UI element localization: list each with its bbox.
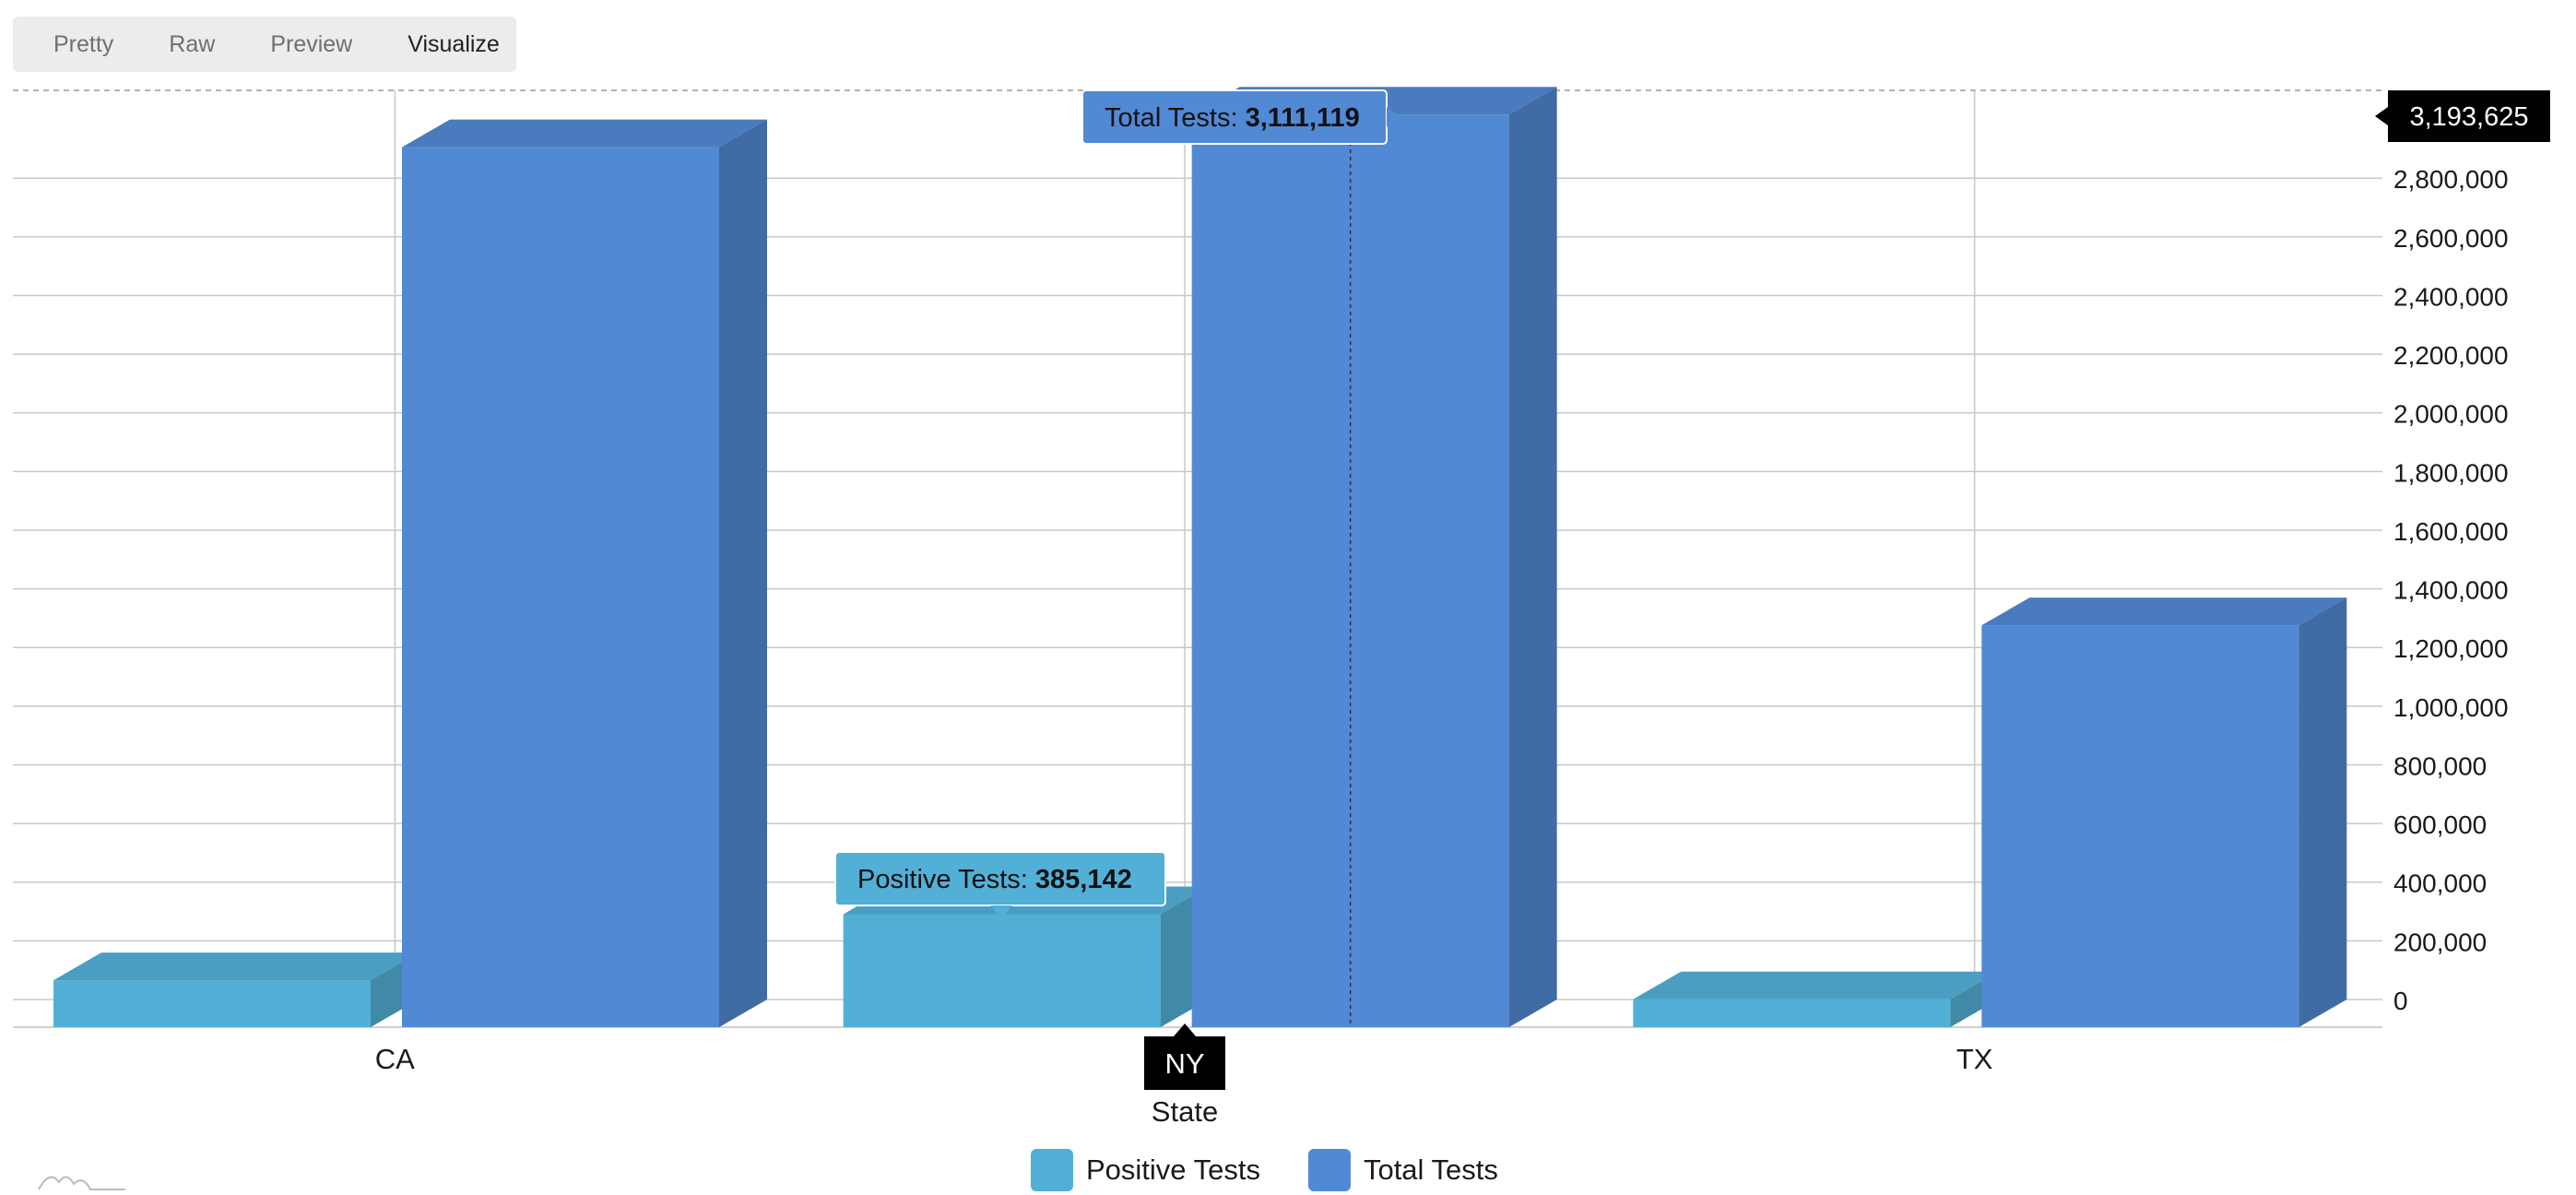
bar-top-TX-total — [1981, 598, 2347, 626]
legend-item-total[interactable]: Total Tests — [1307, 1149, 1498, 1191]
bar-TX-positive — [1633, 999, 1951, 1027]
bar-CA-total — [402, 147, 719, 1028]
y-tick-label-3: 600,000 — [2393, 810, 2487, 839]
tooltip-positive-text: Positive Tests: 385,142 — [857, 865, 1132, 894]
y-tick-label-1: 200,000 — [2393, 928, 2487, 956]
y-tick-label-5: 1,000,000 — [2393, 693, 2509, 722]
y-tick-label-9: 1,800,000 — [2393, 458, 2509, 487]
tab-raw[interactable]: Raw — [169, 31, 216, 57]
bar-side-CA-total — [719, 119, 767, 1028]
tooltip-positive-value: 385,142 — [1035, 865, 1132, 894]
y-tick-label-6: 1,200,000 — [2393, 634, 2509, 663]
y-tick-label-2: 400,000 — [2393, 870, 2487, 898]
legend-item-positive[interactable]: Positive Tests — [1031, 1149, 1260, 1191]
tooltip-total-value: 3,111,119 — [1246, 103, 1360, 133]
legend-label-positive: Positive Tests — [1086, 1154, 1260, 1186]
bar-TX-total — [1981, 625, 2299, 1027]
cursor-y-label-box — [2388, 90, 2550, 142]
cursor-y-label: 3,193,625 — [2409, 102, 2528, 132]
tooltip-total-text: Total Tests: 3,111,119 — [1105, 103, 1360, 133]
cursor-y-label-pointer — [2375, 107, 2388, 125]
x-tick-label-CA: CA — [375, 1043, 415, 1075]
legend-swatch-positive — [1031, 1149, 1073, 1191]
y-tick-label-8: 1,600,000 — [2393, 517, 2509, 546]
y-tick-label-14: 2,800,000 — [2393, 165, 2509, 194]
tooltip-positive-label: Positive Tests: — [857, 865, 1035, 894]
tab-pretty[interactable]: Pretty — [53, 31, 114, 57]
cursor-x-label-pointer — [1174, 1023, 1196, 1036]
bar-top-TX-positive — [1633, 971, 1999, 1000]
legend-label-total: Total Tests — [1363, 1154, 1498, 1186]
tooltip-total-pointer — [1387, 107, 1400, 127]
bar-top-CA-positive — [53, 952, 419, 981]
y-tick-label-12: 2,400,000 — [2393, 282, 2509, 311]
y-tick-label-11: 2,200,000 — [2393, 341, 2509, 370]
y-tick-label-13: 2,600,000 — [2393, 224, 2509, 253]
chart-library-logo-icon — [38, 1176, 125, 1190]
bar-side-TX-total — [2298, 598, 2347, 1027]
bar-top-CA-total — [402, 119, 767, 148]
bar-CA-positive — [53, 980, 371, 1027]
response-view-tabs: Pretty Raw Preview Visualize — [13, 17, 516, 72]
bar-NY-positive — [843, 914, 1161, 1027]
x-tick-label-TX: TX — [1956, 1043, 1993, 1075]
tooltip-total-label: Total Tests: — [1105, 103, 1246, 133]
y-tick-label-7: 1,400,000 — [2393, 576, 2509, 605]
tab-preview[interactable]: Preview — [270, 31, 353, 57]
cursor-x-label: NY — [1164, 1047, 1204, 1080]
tab-visualize[interactable]: Visualize — [408, 31, 500, 57]
cursor-x-label-box — [1144, 1036, 1225, 1090]
tooltip-positive-pointer — [990, 905, 1012, 918]
y-tick-label-0: 0 — [2393, 987, 2408, 1015]
x-axis-title: State — [1152, 1095, 1218, 1128]
y-tick-label-4: 800,000 — [2393, 751, 2487, 780]
chart-legend: Positive Tests Total Tests — [1031, 1149, 1546, 1191]
bar-side-NY-total — [1508, 87, 1557, 1028]
y-tick-label-10: 2,000,000 — [2393, 400, 2509, 429]
legend-swatch-total — [1307, 1149, 1351, 1191]
